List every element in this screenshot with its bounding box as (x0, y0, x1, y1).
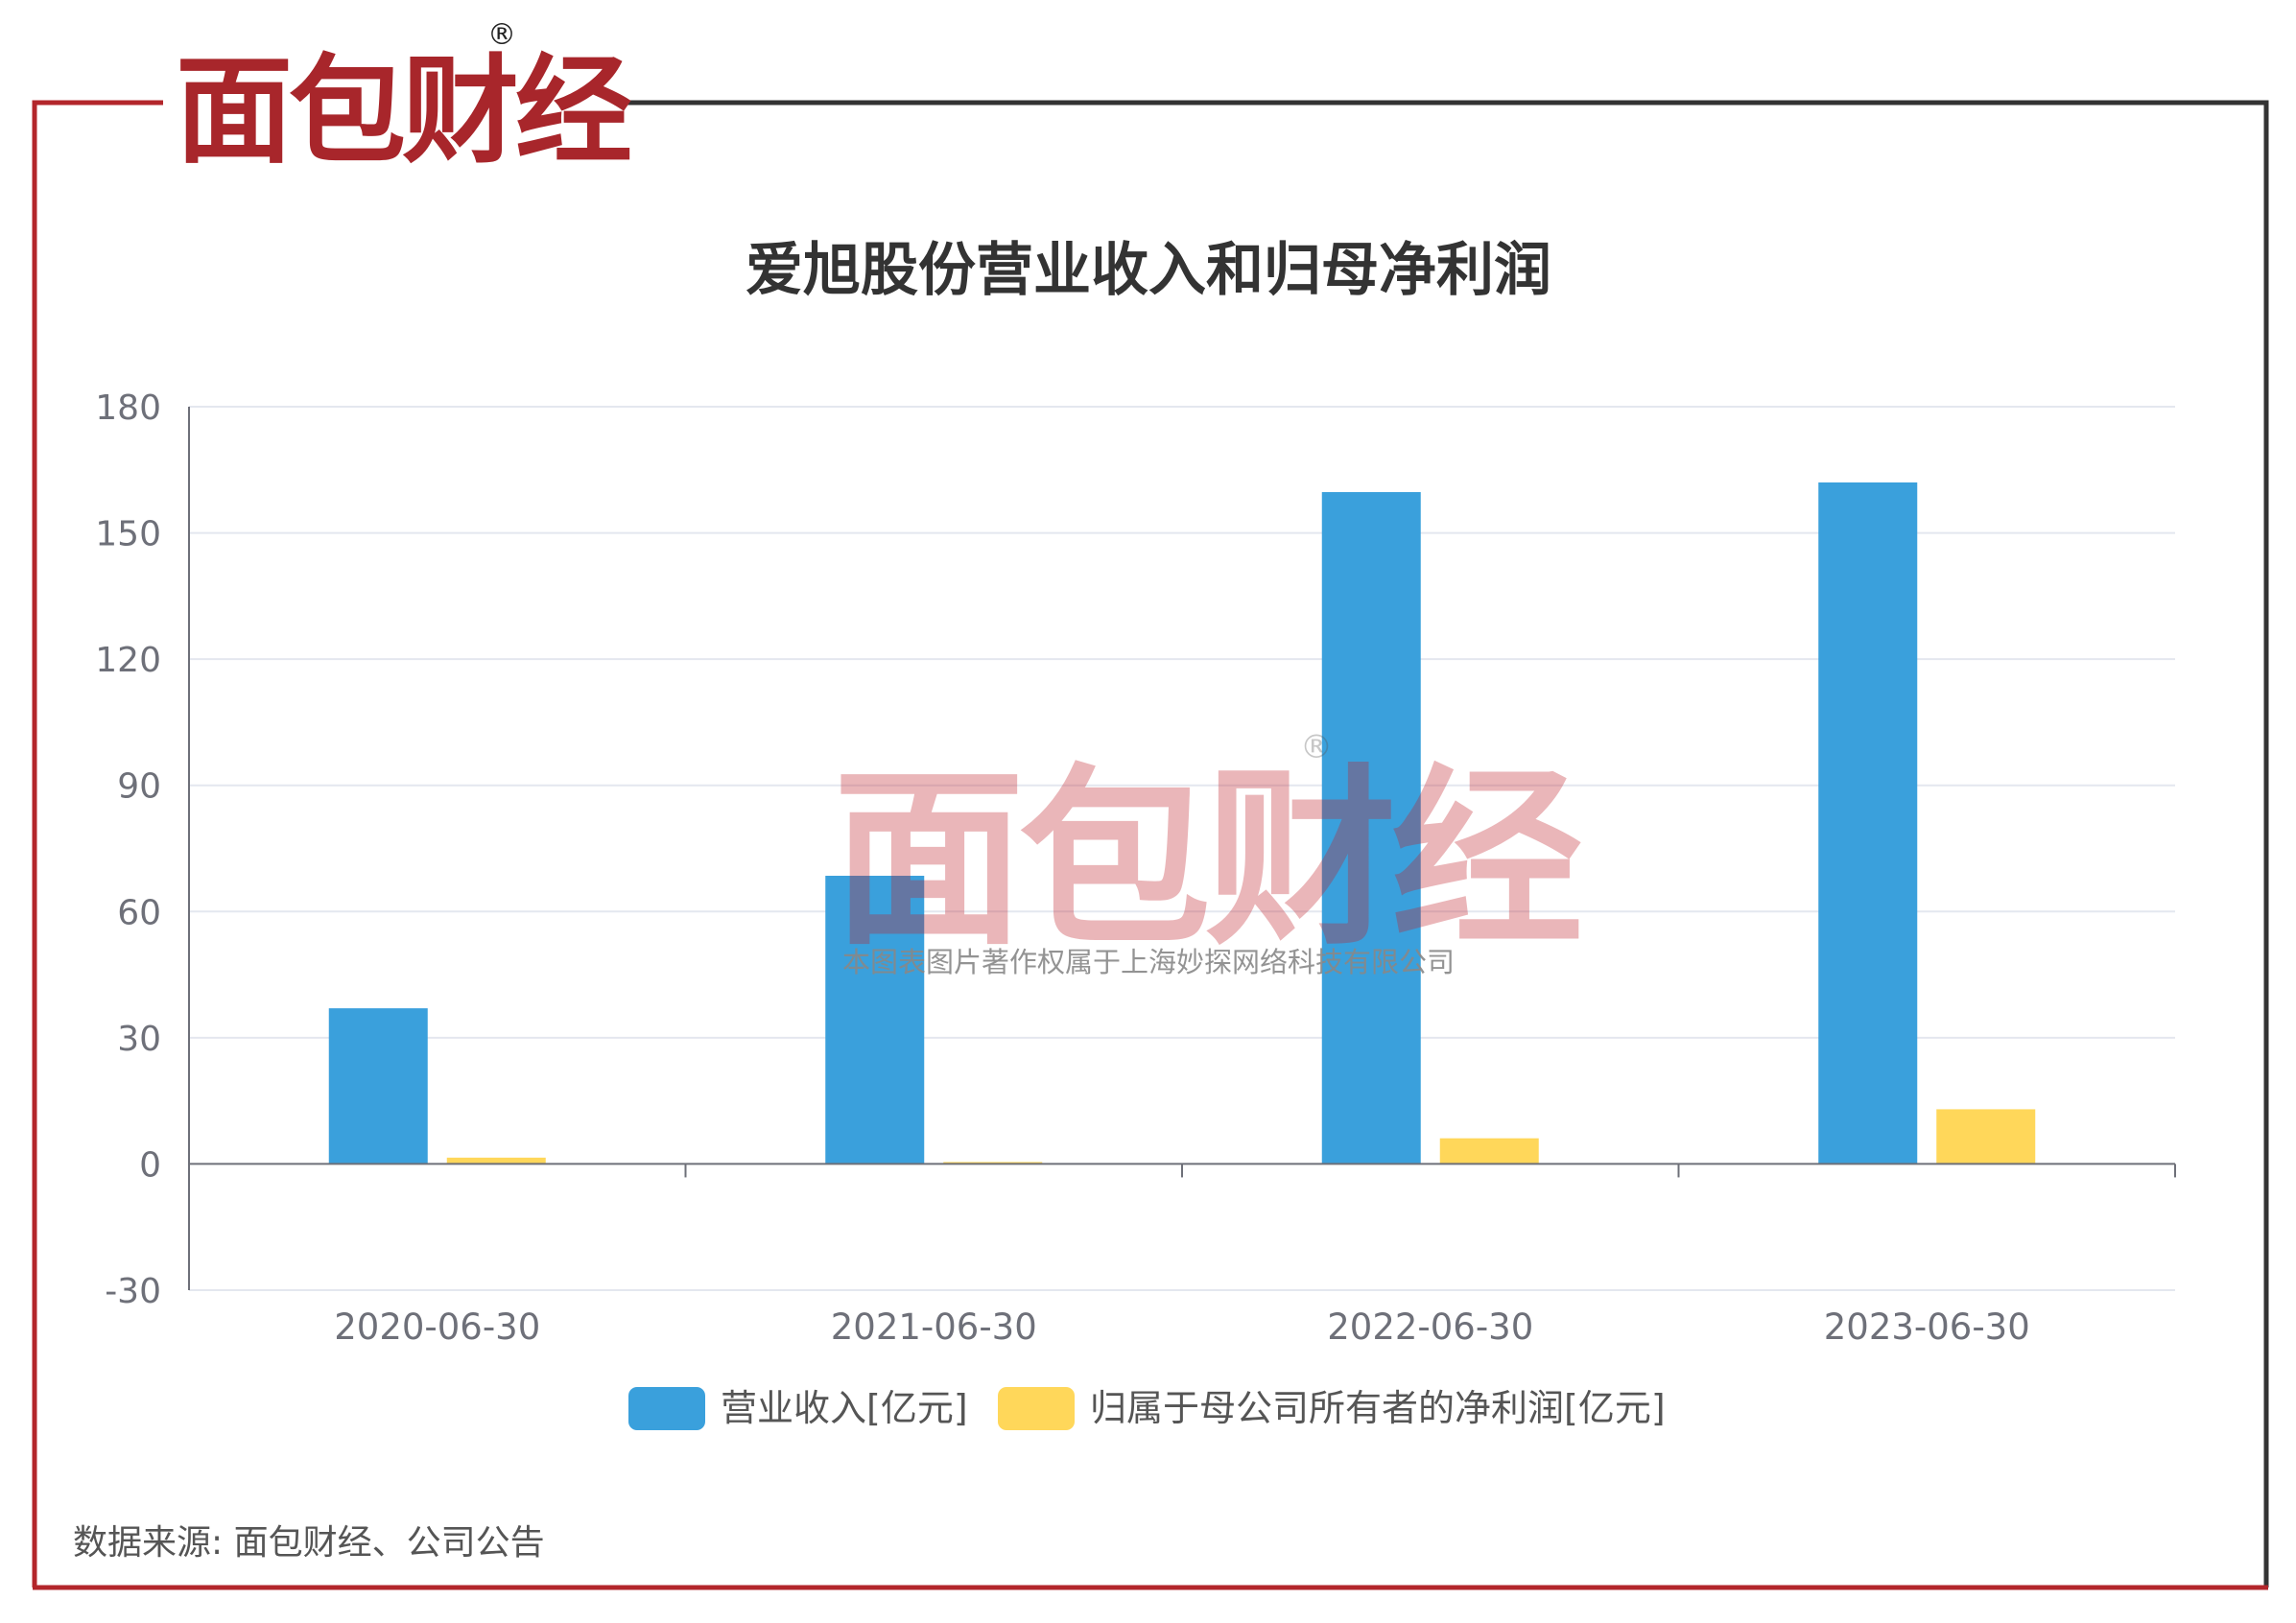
x-tick-label: 2021-06-30 (831, 1306, 1037, 1348)
x-tick-label: 2020-06-30 (334, 1306, 540, 1348)
brand-logo: 面包财经 ® (176, 18, 635, 179)
x-tick-label: 2022-06-30 (1327, 1306, 1533, 1348)
y-tick-label: 120 (95, 641, 161, 680)
bar-revenue-2020-06-30 (328, 1008, 428, 1164)
y-tick-label: 180 (95, 388, 161, 428)
y-axis-tick-labels: 180 150 120 90 60 30 0 -30 (95, 388, 161, 1311)
x-tick-label: 2023-06-30 (1824, 1306, 2030, 1348)
bar-revenue-2022-06-30 (1321, 492, 1421, 1164)
bar-revenue-2021-06-30 (825, 876, 925, 1164)
y-tick-label: 90 (117, 767, 161, 807)
watermark-caption: 本图表图片著作权属于上海妙探网络科技有限公司 (842, 946, 1455, 978)
watermark-logo: 面包财经 (833, 748, 1581, 972)
x-axis (188, 1163, 2176, 1178)
chart-title: 爱旭股份营业收入和归母净利润 (746, 237, 1551, 304)
x-axis-tick-labels: 2020-06-30 2021-06-30 2022-06-30 2023-06-30 (334, 1306, 2030, 1348)
logo-text: 面包财经 (176, 43, 631, 179)
bar-net-profit-2023-06-30 (1936, 1109, 2036, 1164)
frame-red-edge (32, 100, 163, 1588)
bars (328, 482, 2036, 1164)
legend-label: 营业收入[亿元] (721, 1387, 968, 1429)
y-tick-label: -30 (105, 1272, 161, 1311)
y-tick-label: 150 (95, 515, 161, 554)
gridlines (189, 406, 2175, 1291)
source-note: 数据来源: 面包财经、公司公告 (73, 1523, 545, 1563)
bar-net-profit-2020-06-30 (446, 1157, 546, 1164)
y-tick-label: 60 (117, 893, 161, 932)
legend-swatch (628, 1387, 705, 1430)
watermark-registered-mark: ® (1300, 728, 1333, 766)
watermark: 面包财经 ® (833, 728, 1587, 972)
bar-revenue-2023-06-30 (1818, 482, 1918, 1164)
legend-swatch (998, 1387, 1075, 1430)
bar-net-profit-2022-06-30 (1439, 1138, 1539, 1164)
y-tick-label: 30 (117, 1020, 161, 1059)
legend-label: 归属于母公司所有者的净利润[亿元] (1090, 1387, 1666, 1429)
frame-dark-edge (614, 100, 2269, 1588)
legend: 营业收入[亿元] 归属于母公司所有者的净利润[亿元] (628, 1387, 1666, 1430)
registered-mark: ® (487, 18, 516, 52)
y-tick-label: 0 (139, 1145, 161, 1185)
